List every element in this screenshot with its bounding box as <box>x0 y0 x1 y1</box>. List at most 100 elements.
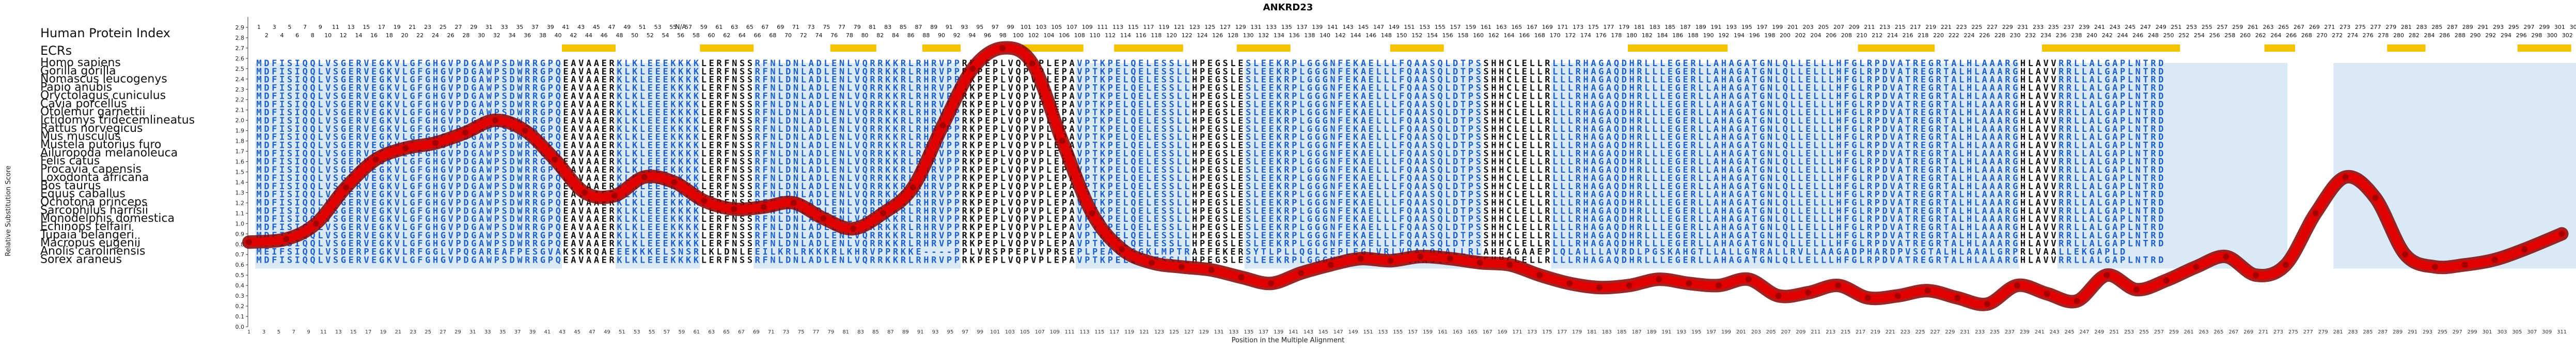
human-index-number: 295 <box>2508 24 2519 31</box>
x-tick-label: 241 <box>2035 329 2045 335</box>
human-index-number: 216 <box>1903 32 1913 39</box>
x-tick-label: 155 <box>1393 329 1403 335</box>
x-tick-label: 307 <box>2527 329 2537 335</box>
human-index-number: 36 <box>524 32 531 39</box>
data-point <box>1089 210 1095 217</box>
human-index-number: 130 <box>1243 32 1254 39</box>
x-tick-label: 195 <box>1691 329 1701 335</box>
human-index-number: 274 <box>2347 32 2358 39</box>
human-index-number: 56 <box>677 32 684 39</box>
human-index-number: 258 <box>2224 32 2235 39</box>
human-index-number: 11 <box>332 24 339 31</box>
x-tick-label: 159 <box>1423 329 1433 335</box>
species-label: Ailuropoda melanoleuca <box>40 146 178 159</box>
chart-title: ANKRD23 <box>1263 2 1313 13</box>
x-tick-label: 61 <box>693 329 700 335</box>
x-tick-label: 205 <box>1766 329 1776 335</box>
human-index-number: 199 <box>1772 24 1783 31</box>
human-index-number: 281 <box>2401 24 2412 31</box>
human-index-number: 175 <box>1588 24 1599 31</box>
human-index-number: 158 <box>1457 32 1468 39</box>
x-tick-label: 69 <box>753 329 760 335</box>
x-tick-label: 301 <box>2483 329 2492 335</box>
x-tick-label: 15 <box>350 329 357 335</box>
x-tick-label: 287 <box>2378 329 2387 335</box>
data-point <box>1954 295 1961 301</box>
data-point <box>2558 231 2565 237</box>
ecr-bar <box>562 44 616 52</box>
y-tick-label: 1.7 <box>235 148 245 155</box>
data-point <box>2431 264 2438 270</box>
human-index-number: 282 <box>2409 32 2420 39</box>
x-tick-label: 71 <box>768 329 775 335</box>
data-point <box>2521 246 2528 253</box>
x-tick-label: 35 <box>499 329 506 335</box>
x-tick-label: 259 <box>2169 329 2179 335</box>
human-index-number: 45 <box>593 24 600 31</box>
y-tick-label: 1.3 <box>235 189 245 196</box>
data-point <box>1327 262 1334 268</box>
human-index-number: 81 <box>869 24 876 31</box>
species-label: Mustela putorius furo <box>40 139 161 151</box>
human-index-number: 169 <box>1542 24 1553 31</box>
x-tick-label: 77 <box>813 329 820 335</box>
human-index-number: 236 <box>2056 32 2067 39</box>
conserved-band <box>2333 63 2576 269</box>
x-tick-label: 105 <box>1020 329 1030 335</box>
human-index-number: 186 <box>1672 32 1683 39</box>
x-tick-label: 33 <box>484 329 491 335</box>
human-index-number: 261 <box>2248 24 2258 31</box>
human-index-number: 144 <box>1350 32 1361 39</box>
x-tick-label: 187 <box>1632 329 1642 335</box>
panel-label: Human Protein Index <box>40 26 170 40</box>
human-index-number: 40 <box>555 32 562 39</box>
y-tick-label: 1.2 <box>235 200 245 206</box>
x-tick-label: 123 <box>1154 329 1164 335</box>
human-index-number: 118 <box>1151 32 1161 39</box>
data-point <box>402 145 409 151</box>
substitution-score-line <box>245 43 2566 309</box>
human-index-number: 292 <box>2485 32 2496 39</box>
human-index-number: 67 <box>762 24 769 31</box>
human-index-number: 165 <box>1511 24 1522 31</box>
species-label: Monodelphis domestica <box>40 212 175 225</box>
human-index-number: 127 <box>1220 24 1231 31</box>
x-tick-label: 247 <box>2079 329 2089 335</box>
x-tick-label: 273 <box>2273 329 2283 335</box>
human-index-number: 249 <box>2156 24 2166 31</box>
y-axis: 0.0 0.1 0.2 0.3 0.4 0.5 0.6 0.7 0.8 0.9 1.0 1.1 1.2 1… <box>235 17 248 330</box>
sequence-row: MDFISIQQLVSGERVEGKVLGFGHGVPDGAWPSDWRRGPQ… <box>256 141 2163 151</box>
human-index-number: 188 <box>1688 32 1699 39</box>
data-point <box>1596 284 1603 291</box>
human-index-number: 136 <box>1289 32 1300 39</box>
human-index-number: 155 <box>1435 24 1446 31</box>
human-index-number: 93 <box>961 24 968 31</box>
human-index-number: 91 <box>946 24 953 31</box>
human-index-number: 42 <box>570 32 577 39</box>
x-tick-label: 13 <box>335 329 342 335</box>
x-tick-label: 3 <box>262 329 265 335</box>
human-index-number: 59 <box>700 24 708 31</box>
human-index-number: 50 <box>631 32 638 39</box>
x-tick-label: 243 <box>2050 329 2060 335</box>
human-index-number: 179 <box>1619 24 1629 31</box>
human-index-numbers: 1 3 5 7 9 11 13 15 17 19 21 23 25 27 29 31 33 35 37 39 41 43 4… <box>257 24 2576 39</box>
x-tick-label: 149 <box>1348 329 1358 335</box>
human-index-number: 14 <box>355 32 362 39</box>
species-label: Equus caballus <box>40 188 125 201</box>
x-axis-label: Position in the Multiple Alignment <box>1232 337 1345 344</box>
human-index-number: 278 <box>2378 32 2389 39</box>
human-index-number: 149 <box>1389 24 1400 31</box>
human-index-number: 243 <box>2110 24 2121 31</box>
human-index-number: 233 <box>2033 24 2044 31</box>
x-tick-label: 1 <box>247 329 250 335</box>
human-index-number: 61 <box>715 24 722 31</box>
human-index-number: 293 <box>2493 24 2504 31</box>
y-tick-label: 0.8 <box>235 241 245 248</box>
human-index-number: 246 <box>2132 32 2143 39</box>
x-tick-label: 169 <box>1498 329 1507 335</box>
x-tick-label: 257 <box>2154 329 2164 335</box>
human-index-number: 219 <box>1925 24 1936 31</box>
